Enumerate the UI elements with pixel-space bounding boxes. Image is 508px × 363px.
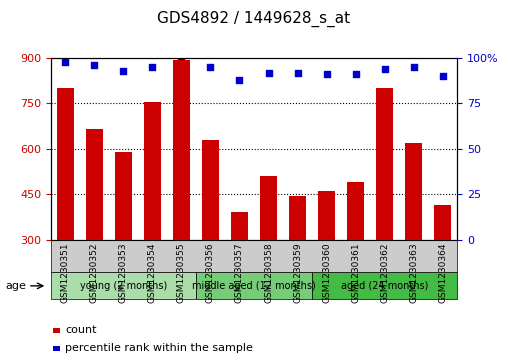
Point xyxy=(206,64,214,70)
Bar xyxy=(144,102,161,240)
Bar xyxy=(260,176,277,240)
Text: count: count xyxy=(65,325,97,335)
Text: age: age xyxy=(5,281,26,291)
Text: percentile rank within the sample: percentile rank within the sample xyxy=(65,343,253,354)
Point xyxy=(148,64,156,70)
Point xyxy=(438,73,447,79)
Point xyxy=(409,64,418,70)
Bar xyxy=(56,88,74,240)
Text: GDS4892 / 1449628_s_at: GDS4892 / 1449628_s_at xyxy=(157,11,351,27)
Bar xyxy=(376,88,393,240)
Bar xyxy=(289,196,306,240)
Bar xyxy=(318,191,335,240)
Point xyxy=(352,72,360,77)
Text: middle aged (12 months): middle aged (12 months) xyxy=(192,281,316,291)
Point xyxy=(380,66,389,72)
Bar xyxy=(173,60,190,240)
Point xyxy=(90,62,99,68)
Point xyxy=(177,57,185,63)
Bar xyxy=(115,152,132,240)
Point xyxy=(294,70,302,76)
Text: aged (24 months): aged (24 months) xyxy=(341,281,428,291)
Point xyxy=(61,59,70,65)
Bar xyxy=(202,140,219,240)
Bar xyxy=(405,143,422,240)
Point xyxy=(265,70,273,76)
Bar xyxy=(231,212,248,240)
Point xyxy=(235,77,243,83)
Text: young (2 months): young (2 months) xyxy=(80,281,167,291)
Bar xyxy=(347,182,364,240)
Point xyxy=(119,68,128,74)
Point xyxy=(323,72,331,77)
Bar xyxy=(434,205,452,240)
Bar xyxy=(86,129,103,240)
